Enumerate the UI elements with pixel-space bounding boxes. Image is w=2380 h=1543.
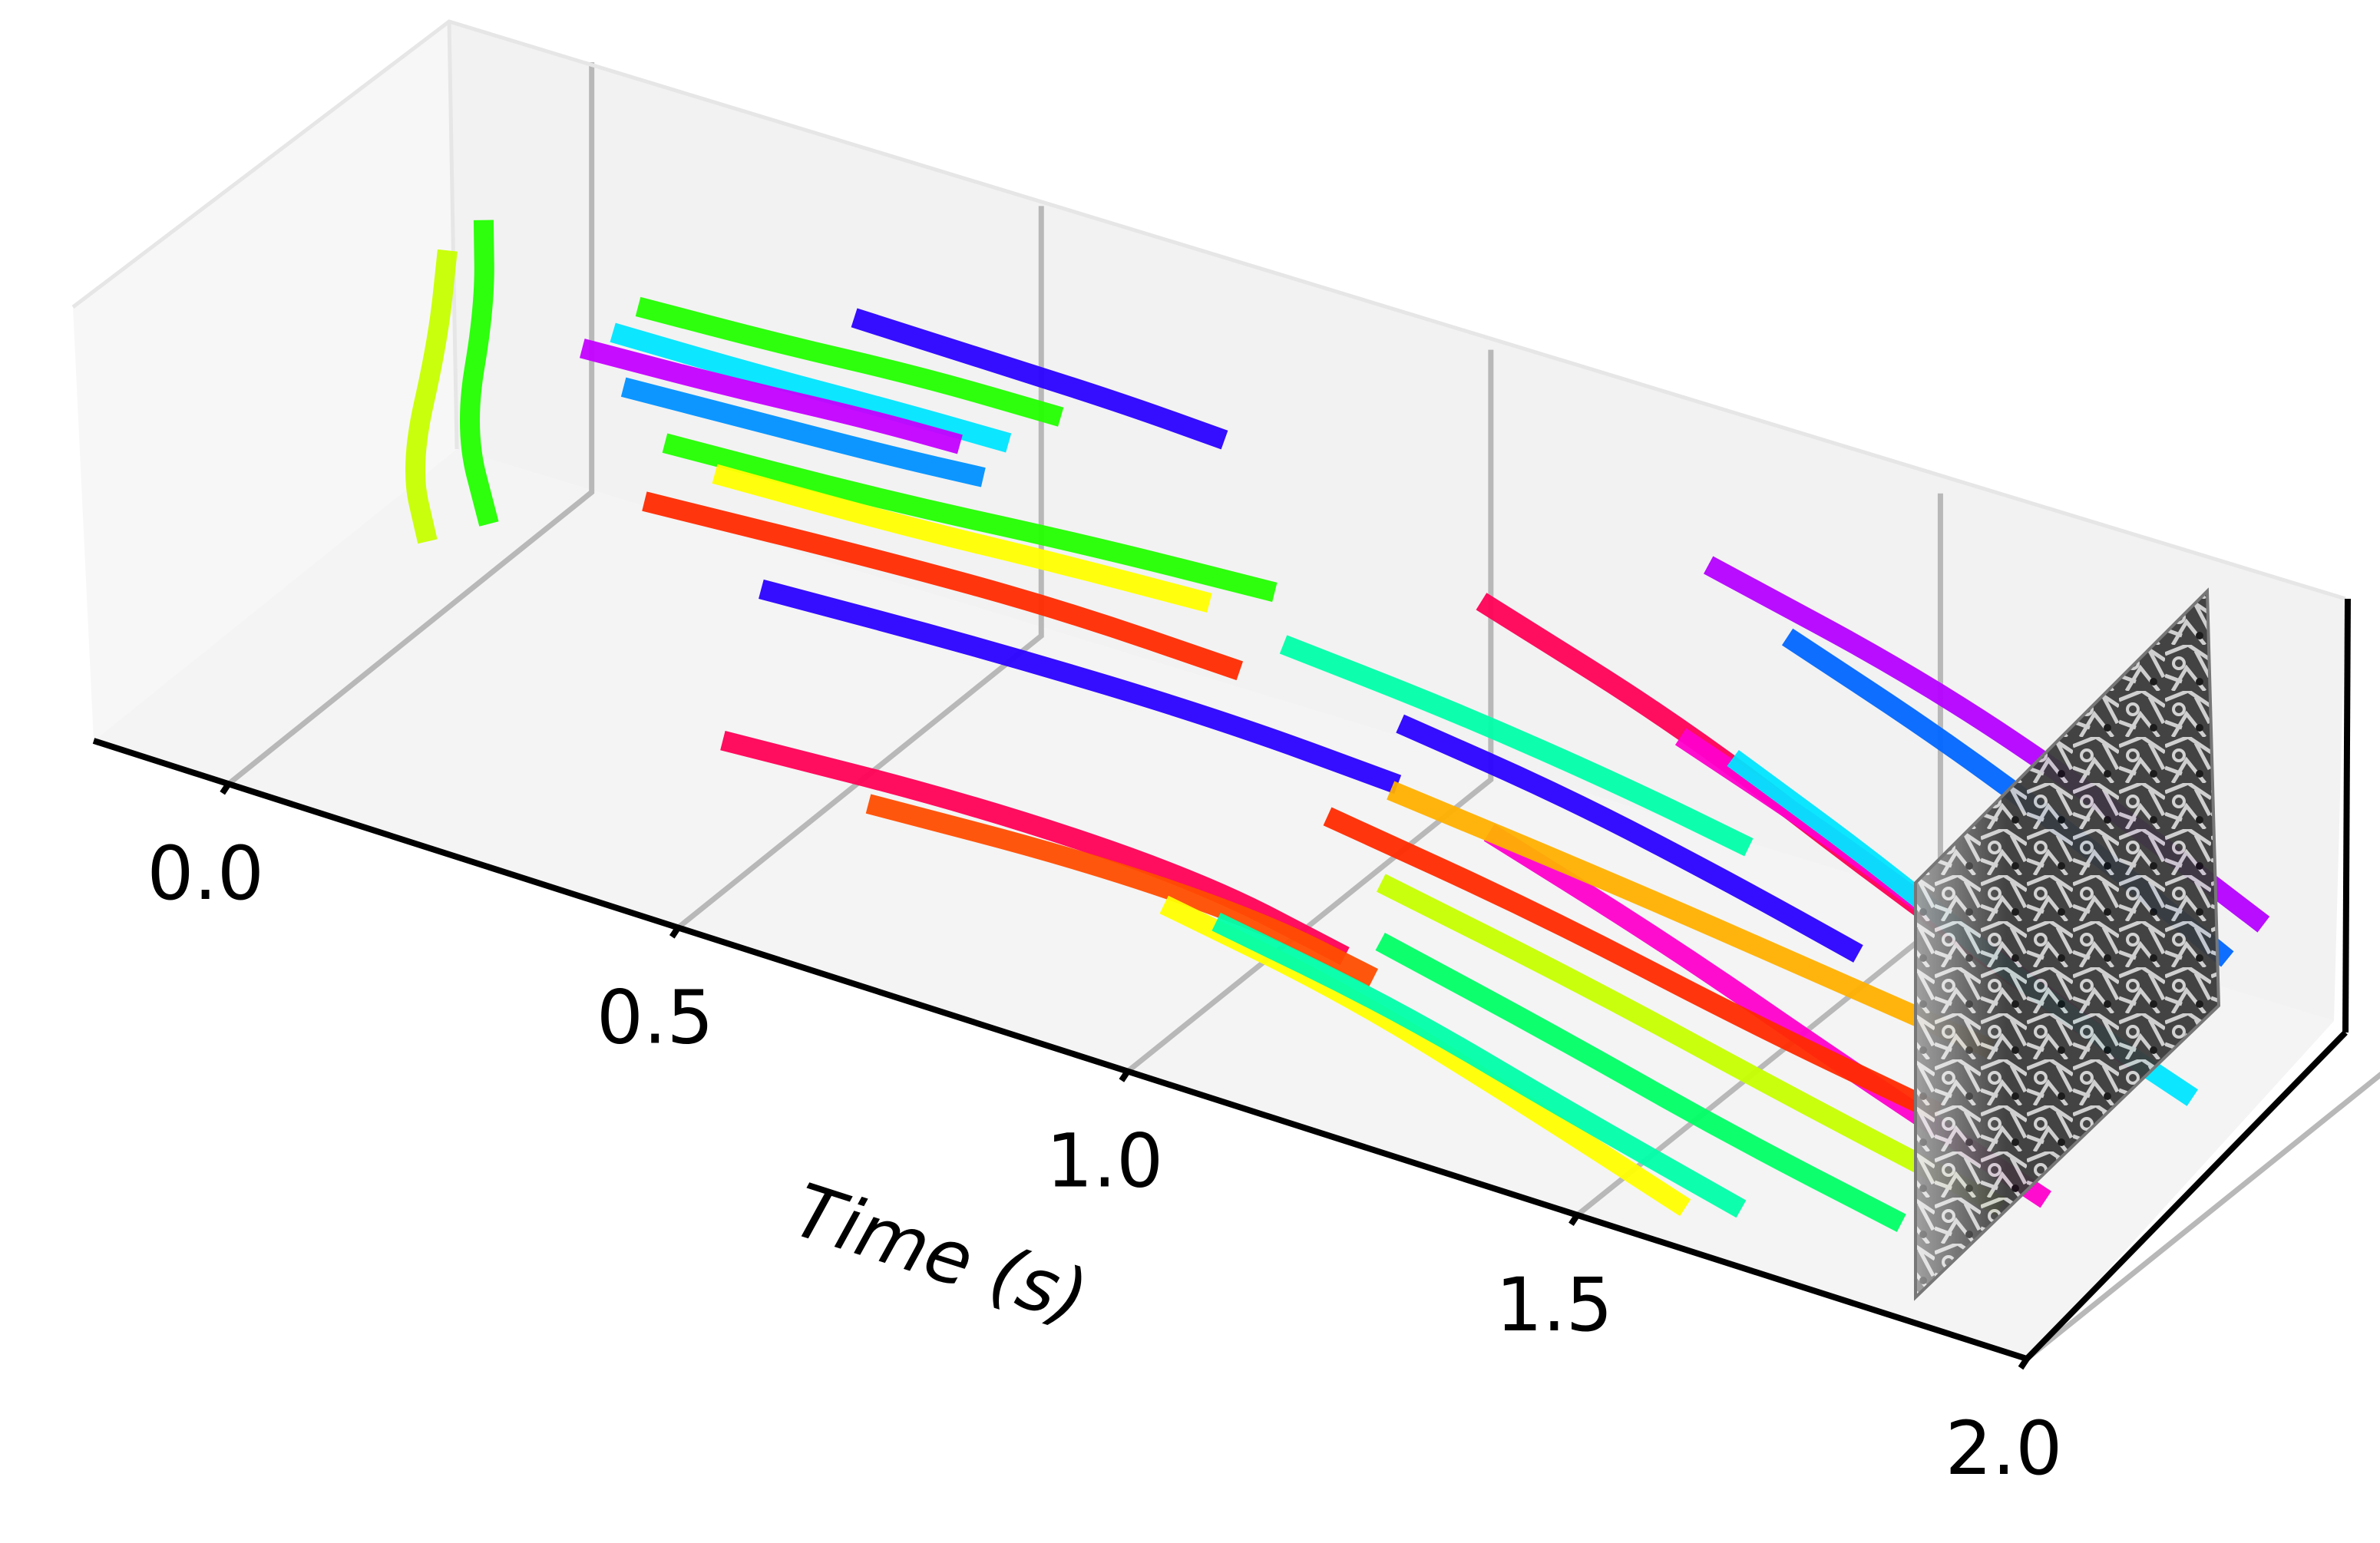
trajectory-line — [635, 296, 1064, 427]
left-pane — [73, 21, 457, 741]
trajectory-line — [1375, 933, 1906, 1232]
trajectory-line — [1387, 781, 1995, 1059]
x-ticks: 0.0 0.5 1.0 1.5 2.0 — [147, 781, 2063, 1492]
grid-line — [2025, 1071, 2380, 1361]
trajectory-line — [759, 579, 1402, 795]
x-tick-mark — [669, 926, 681, 939]
grid-line — [676, 206, 1044, 930]
trajectory-line — [1279, 635, 1754, 857]
x-tick-label: 0.0 — [147, 831, 264, 917]
trajectory-line — [851, 308, 1228, 450]
trajectory-line — [460, 220, 499, 527]
grid-line — [226, 62, 595, 786]
trajectory-line — [405, 249, 458, 544]
y-axis-line — [2025, 1030, 2348, 1361]
trajectory-line — [865, 794, 1378, 987]
trajectory-line — [720, 731, 1350, 966]
x-tick-mark — [2018, 1356, 2030, 1370]
x-tick-label: 1.0 — [1046, 1118, 1164, 1204]
trajectory-line — [1323, 807, 1943, 1122]
x-tick-label: 2.0 — [1945, 1406, 2063, 1492]
x-tick-label: 1.5 — [1496, 1262, 1613, 1348]
grid-line — [1126, 349, 1494, 1074]
trajectory-line — [1396, 714, 1863, 963]
x-tick-label: 0.5 — [597, 974, 714, 1060]
back-pane — [449, 21, 2345, 1021]
trajectory-line — [1376, 874, 2006, 1216]
end-frame-image — [1914, 587, 2221, 1301]
pane-edges — [71, 19, 2346, 601]
trajectory-line — [662, 433, 1278, 603]
trajectory-line — [712, 464, 1212, 613]
trajectory-line — [1159, 895, 1691, 1217]
trajectory-line — [620, 377, 986, 487]
x-tick-mark — [1119, 1069, 1131, 1082]
axis-lines — [92, 598, 2351, 1362]
trajectory-line — [579, 339, 963, 454]
x-tick-mark — [1568, 1213, 1580, 1227]
x-tick-mark — [220, 781, 232, 795]
trajectory-line — [642, 491, 1244, 681]
trajectory-line — [610, 322, 1012, 453]
trajectory-line — [1211, 913, 1747, 1218]
x-axis-line — [92, 738, 2028, 1362]
series-layer — [405, 220, 2270, 1232]
z-axis-line — [2342, 598, 2351, 1033]
